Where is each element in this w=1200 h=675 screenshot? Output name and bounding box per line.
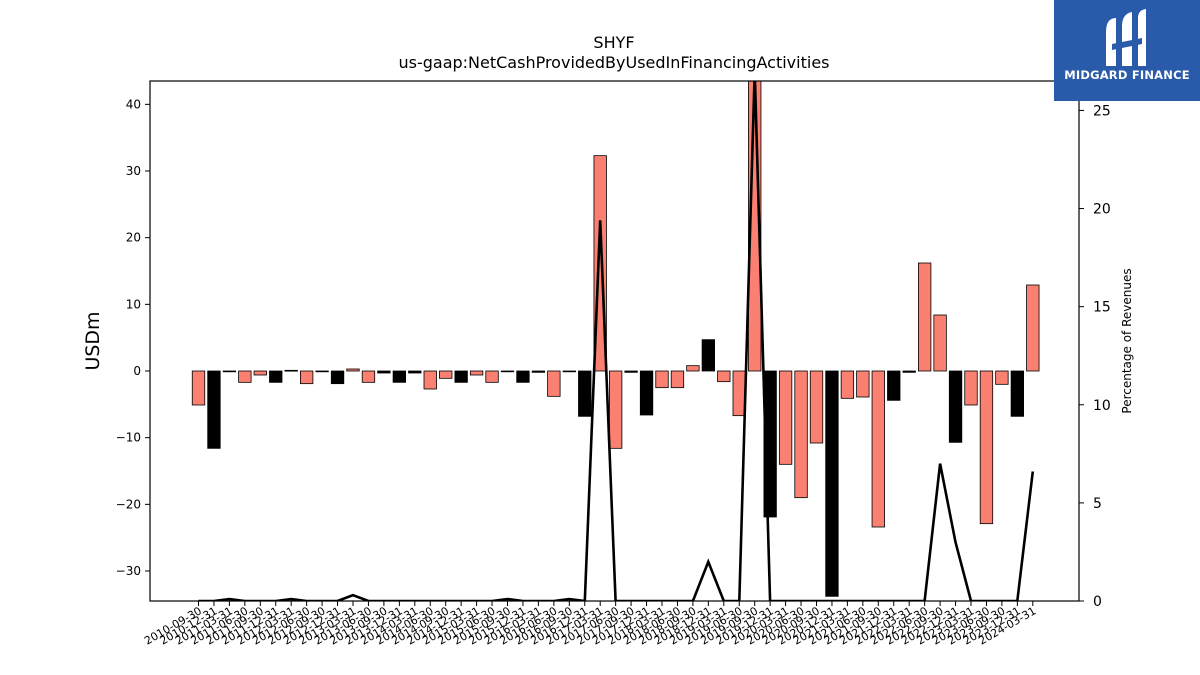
bar-2018-06-30 [670,370,685,389]
x-axis-ticks: 2010-09-302010-12-312011-03-312011-06-30… [142,601,1038,648]
bar-2015-09-30 [500,370,515,373]
bar-2014-09-30 [439,370,453,379]
logo-mark-icon [1106,9,1146,66]
bar-2018-12-31 [701,339,715,372]
chart-subtitle: us-gaap:NetCashProvidedByUsedInFinancing… [398,53,829,72]
bar-2016-03-31 [531,370,546,373]
bar-2020-12-31 [825,370,839,597]
y-axis-ticks: −30 −20 −10 0 10 20 30 40 [116,97,150,578]
bar-2013-03-31 [346,368,360,372]
plot-frame [149,80,1080,602]
bar-2022-03-31 [902,370,916,373]
y-tick-label: −20 [116,497,141,511]
bar-2022-09-30 [933,314,947,372]
bar-2023-03-31 [964,370,978,406]
bar-2021-06-30 [856,370,870,398]
bar-2012-03-31 [284,369,298,372]
bar-2020-06-30 [794,370,808,499]
bar-2022-06-30 [918,262,932,372]
y-tick-label: 0 [133,364,141,378]
bar-2020-09-30 [809,370,824,444]
y2-tick-label: 5 [1093,496,1102,512]
bar-2011-12-31 [269,370,283,383]
bar-2023-12-31 [1010,370,1024,417]
y-tick-label: −30 [116,564,141,578]
bar-2011-06-30 [238,370,252,383]
bar-2018-09-30 [686,365,700,372]
bar-2010-12-31 [207,370,221,449]
y2-axis-label: Percentage of Revenues [1120,268,1134,413]
y2-tick-label: 0 [1093,594,1102,610]
y2-axis-ticks: 0 5 10 15 20 25 [1079,103,1111,610]
bar-2013-12-31 [392,370,407,383]
y-tick-label: 20 [126,231,141,245]
bar-2013-06-30 [361,370,376,383]
logo-text: MIDGARD FINANCE [1064,68,1190,82]
bar-2016-09-30 [562,370,576,373]
y2-tick-label: 25 [1093,103,1111,119]
bar-2023-09-30 [995,370,1009,385]
bar-2021-12-31 [887,370,901,401]
bar-2021-09-30 [871,370,885,528]
bar-2017-06-30 [609,370,623,449]
bar-2015-12-31 [516,370,530,383]
bar-2017-09-30 [624,370,638,373]
bar-2024-03-31 [1026,284,1040,372]
y-tick-label: 30 [126,164,141,178]
series-line [198,81,1035,601]
bar-2014-12-31 [454,370,468,383]
y-tick-label: −10 [116,431,141,445]
bars-layer [191,81,1040,597]
y-tick-label: 40 [126,97,141,111]
y-tick-label: 10 [126,297,141,311]
midgard-finance-logo: MIDGARD FINANCE [1054,0,1200,101]
y2-tick-label: 20 [1093,202,1111,218]
bar-2012-06-30 [299,370,314,385]
bar-2011-09-30 [253,370,267,376]
bar-2013-09-30 [377,370,391,374]
line-layer [198,81,1035,601]
bar-2022-12-31 [948,370,963,443]
bar-2016-12-31 [578,370,592,417]
bar-2017-12-31 [639,370,654,416]
chart-title: SHYF [593,33,634,52]
bar-2012-12-31 [330,370,345,385]
bar-2019-03-31 [717,370,731,383]
bar-2021-03-31 [840,370,855,399]
bar-2015-06-30 [485,370,499,383]
bar-2020-03-31 [778,370,793,465]
y2-tick-label: 15 [1093,300,1111,316]
bar-2016-06-30 [547,370,561,397]
bar-2014-03-31 [408,370,422,374]
bar-2012-09-30 [315,370,329,373]
bar-2011-03-31 [222,370,237,373]
bar-2018-03-31 [655,370,669,389]
bar-2014-06-30 [423,370,437,390]
y-axis-label: USDm [82,311,104,370]
y2-tick-label: 10 [1093,398,1111,414]
bar-2023-06-30 [979,370,994,525]
bar-2015-03-31 [469,370,484,376]
bar-2010-09-30 [191,370,206,406]
